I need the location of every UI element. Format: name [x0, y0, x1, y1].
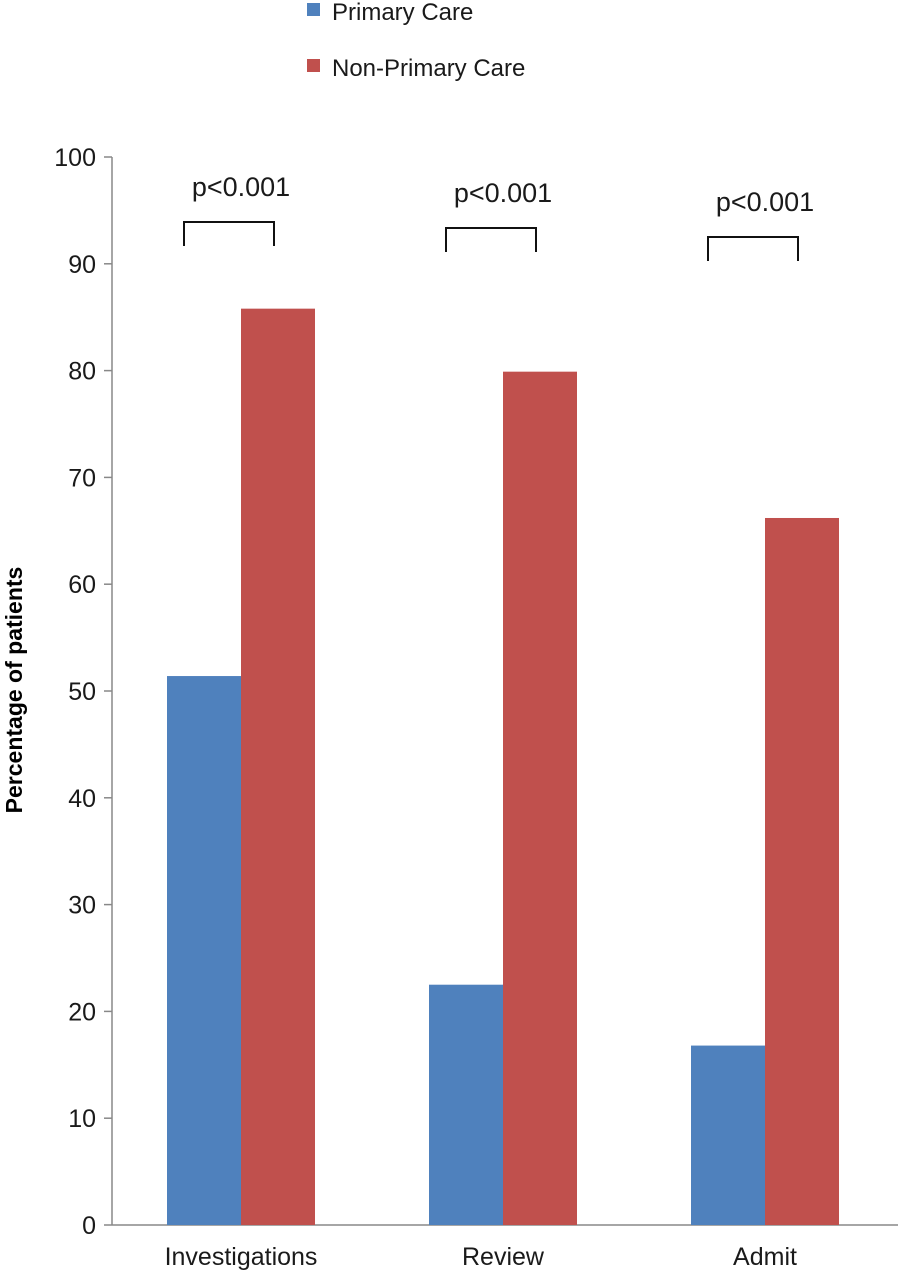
legend-entry: Non-Primary Care [332, 55, 525, 82]
y-tick-label: 80 [68, 358, 96, 386]
y-tick-label: 10 [68, 1105, 96, 1133]
significance-annotations: p<0.001 p<0.001 p<0.001 [183, 172, 814, 261]
significance-bracket [183, 221, 275, 246]
p-value-label: p<0.001 [192, 172, 290, 202]
legend-entry: Primary Care [332, 0, 473, 26]
p-value-label: p<0.001 [454, 178, 552, 208]
axes: 0 10 20 30 40 50 60 70 80 90 100 Investigations Revi… [54, 144, 898, 1271]
y-tick-label: 30 [68, 892, 96, 920]
y-tick-label: 90 [68, 251, 96, 279]
y-tick-label: 50 [68, 678, 96, 706]
y-tick-label: 70 [68, 464, 96, 492]
x-tick-label: Investigations [165, 1243, 318, 1271]
legend-swatch [307, 3, 320, 16]
bar-non-primary-care-investigations [241, 308, 315, 1225]
legend-swatch [307, 59, 320, 72]
y-tick-label: 40 [68, 785, 96, 813]
bars [167, 308, 839, 1226]
x-tick-label: Admit [733, 1243, 797, 1271]
bar-primary-care-review [429, 984, 503, 1225]
significance-bracket [707, 236, 799, 261]
legend: Primary Care Non-Primary Care [307, 0, 525, 82]
y-tick-label: 60 [68, 571, 96, 599]
x-tick-label: Review [462, 1243, 545, 1271]
y-axis-label: Percentage of patients [1, 567, 27, 814]
y-tick-label: 0 [82, 1212, 96, 1240]
p-value-label: p<0.001 [716, 187, 814, 217]
bar-primary-care-admit [691, 1045, 765, 1225]
y-tick-label: 20 [68, 998, 96, 1026]
bar-non-primary-care-review [503, 371, 577, 1226]
significance-bracket [445, 227, 537, 252]
y-tick-label: 100 [54, 144, 96, 172]
bar-primary-care-investigations [167, 676, 241, 1225]
bar-non-primary-care-admit [765, 517, 839, 1225]
